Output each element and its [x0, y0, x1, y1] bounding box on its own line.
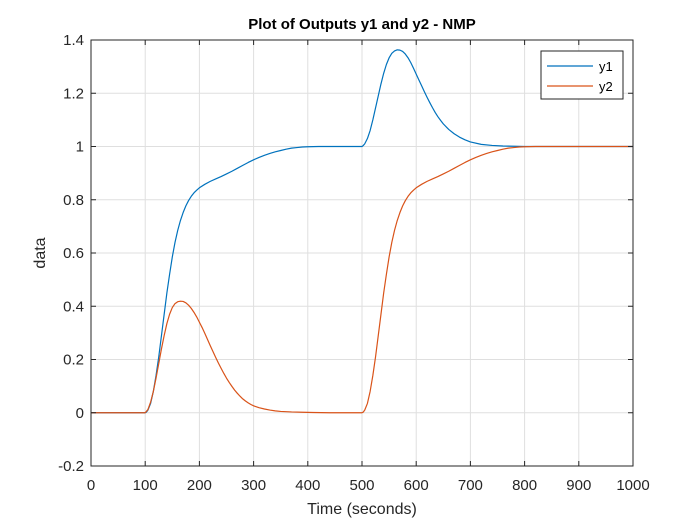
y-tick-label: -0.2	[58, 458, 84, 475]
series-line-y1	[91, 49, 633, 414]
x-axis-label: Time (seconds)	[307, 501, 417, 518]
legend-box	[540, 50, 624, 100]
x-tick-label: 900	[566, 477, 591, 494]
y-tick-label: 1.4	[63, 32, 84, 49]
y-tick-label: 0	[76, 405, 84, 422]
x-tick-labels: 0 100 200 300 400 500 600 700 800 900 1000	[87, 477, 650, 494]
grid	[91, 40, 633, 466]
x-tick-label: 800	[512, 477, 537, 494]
x-tick-label: 300	[241, 477, 266, 494]
y-tick-label: 0.4	[63, 298, 84, 315]
x-tick-label: 0	[87, 477, 95, 494]
series-line-y2	[91, 145, 633, 414]
x-tick-label: 100	[133, 477, 158, 494]
x-tick-label: 600	[404, 477, 429, 494]
y-axis-label: data	[32, 237, 49, 268]
x-tick-label: 200	[187, 477, 212, 494]
chart-title: Plot of Outputs y1 and y2 - NMP	[248, 16, 476, 33]
y-tick-labels: -0.2 0 0.2 0.4 0.6 0.8 1 1.2 1.4	[58, 32, 84, 475]
x-tick-label: 400	[295, 477, 320, 494]
x-tick-label: 1000	[616, 477, 649, 494]
y-tick-label: 0.8	[63, 192, 84, 209]
y-tick-label: 1.2	[63, 85, 84, 102]
y-tick-label: 1	[76, 139, 84, 156]
x-tick-label: 500	[349, 477, 374, 494]
legend-label-y2: y2	[599, 79, 613, 94]
x-tick-label: 700	[458, 477, 483, 494]
tick-marks	[90, 39, 634, 467]
y-tick-label: 0.6	[63, 245, 84, 262]
legend-label-y1: y1	[599, 59, 613, 74]
plot-lines	[91, 49, 633, 414]
y-tick-label: 0.2	[63, 352, 84, 369]
